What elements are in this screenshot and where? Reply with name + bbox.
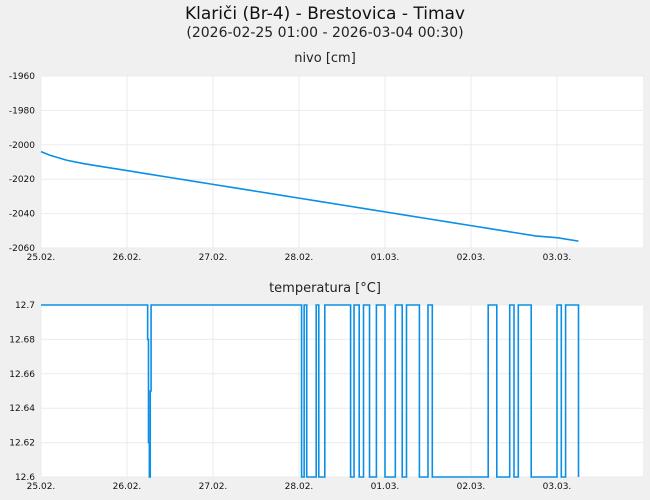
x-tick-label: 01.03. [371,253,400,263]
x-tick-label: 28.02. [285,482,314,492]
y-tick-label: -2040 [9,210,35,220]
chart-subtitle: (2026-02-25 01:00 - 2026-03-04 00:30) [186,25,464,41]
temperature-chart-title: temperatura [°C] [269,281,381,296]
y-tick-label: -2020 [9,175,35,185]
y-tick-label: 12.6 [15,473,35,483]
x-tick-label: 28.02. [285,253,314,263]
x-tick-label: 25.02. [27,253,56,263]
y-tick-label: 12.62 [9,439,35,449]
x-tick-label: 26.02. [113,253,142,263]
temperature-chart: 12.7 12.68 12.66 12.64 12.62 12.625.02. 26.02.… [9,301,643,492]
nivo-chart-title: nivo [cm] [294,51,356,66]
y-tick-label: -1960 [9,72,35,82]
y-tick-label: 12.7 [15,301,35,311]
x-tick-label: 25.02. [27,482,56,492]
x-tick-label: 26.02. [113,482,142,492]
x-tick-label: 27.02. [199,253,228,263]
series-line [40,150,579,242]
x-tick-label: 03.03. [543,253,572,263]
x-tick-label: 01.03. [371,482,400,492]
series-line [41,304,580,478]
y-tick-label: 12.64 [9,404,35,414]
y-tick-label: -2060 [9,244,35,254]
y-tick-label: 12.68 [9,335,35,345]
x-tick-label: 03.03. [543,482,572,492]
y-tick-label: -1980 [9,106,35,116]
y-tick-label: -2000 [9,141,35,151]
x-tick-label: 02.03. [457,482,486,492]
x-tick-label: 27.02. [199,482,228,492]
y-tick-label: 12.66 [9,370,35,380]
chart-title: Klariči (Br-4) - Brestovica - Timav [185,4,465,24]
x-tick-label: 02.03. [457,253,486,263]
